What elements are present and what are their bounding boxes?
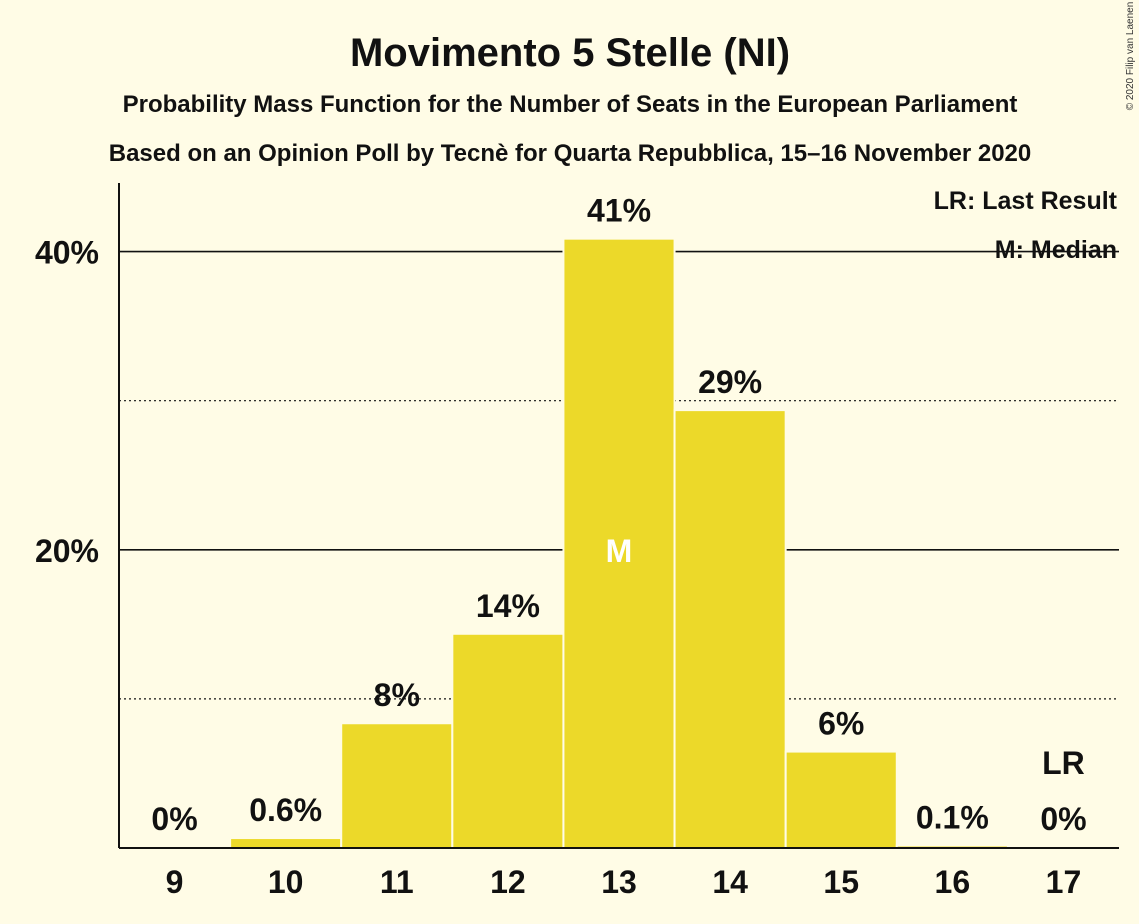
chart-title: Movimento 5 Stelle (NI) bbox=[350, 31, 790, 75]
x-tick-label: 14 bbox=[712, 864, 748, 900]
data-label: 8% bbox=[374, 677, 420, 713]
x-tick-label: 9 bbox=[166, 864, 184, 900]
x-tick-label: 17 bbox=[1046, 864, 1082, 900]
legend-last-result: LR: Last Result bbox=[934, 187, 1118, 215]
bar bbox=[231, 839, 341, 848]
last-result-marker: LR bbox=[1042, 745, 1085, 781]
x-tick-label: 10 bbox=[268, 864, 304, 900]
bar bbox=[453, 634, 563, 848]
x-tick-label: 13 bbox=[601, 864, 637, 900]
data-label: 14% bbox=[476, 588, 540, 624]
data-label: 6% bbox=[818, 706, 864, 742]
bar-halo bbox=[895, 844, 1009, 848]
data-label: 0.1% bbox=[916, 800, 989, 836]
data-label: 41% bbox=[587, 193, 651, 229]
data-label: 0% bbox=[1040, 801, 1086, 837]
bar bbox=[786, 752, 896, 848]
y-tick-label: 40% bbox=[35, 235, 99, 271]
x-tick-label: 15 bbox=[823, 864, 859, 900]
data-label: 29% bbox=[698, 364, 762, 400]
bar bbox=[342, 724, 452, 848]
chart-subtitle-2: Based on an Opinion Poll by Tecnè for Qu… bbox=[109, 140, 1032, 167]
data-label: 0.6% bbox=[249, 792, 322, 828]
bar bbox=[564, 239, 674, 849]
x-tick-label: 11 bbox=[380, 864, 414, 900]
chart-subtitle: Probability Mass Function for the Number… bbox=[123, 91, 1018, 118]
median-marker: M bbox=[606, 533, 633, 569]
y-tick-label: 20% bbox=[35, 533, 99, 569]
x-tick-label: 12 bbox=[490, 864, 526, 900]
bars bbox=[229, 237, 1009, 849]
data-labels: 0% 0.6% 8% 14% 41% M 29% 6% 0.1% 0% LR bbox=[151, 193, 1086, 837]
legend-median: M: Median bbox=[995, 236, 1117, 264]
bar bbox=[675, 411, 785, 848]
copyright-notice: © 2020 Filip van Laenen bbox=[1125, 2, 1136, 111]
x-tick-label: 16 bbox=[935, 864, 971, 900]
data-label: 0% bbox=[151, 801, 197, 837]
axes: 20% 40% 9 10 11 12 13 14 15 16 17 bbox=[35, 183, 1119, 900]
